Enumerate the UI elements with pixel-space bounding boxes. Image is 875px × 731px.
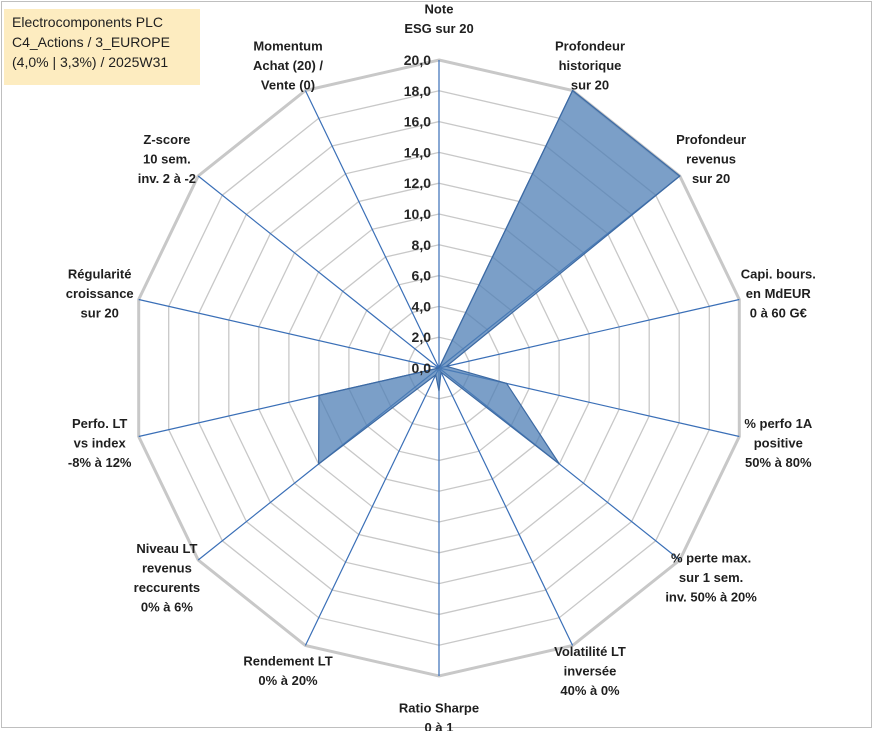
axis-label-line: Niveau LT: [136, 541, 197, 556]
axis-label: Note ESG sur 20: [404, 2, 473, 37]
axis-label-line: reccurents: [134, 580, 200, 595]
radar-axis-labels: Note ESG sur 20 Profondeur historique sur 20…: [66, 2, 816, 731]
axis-label-line: 0 à 60 G€: [750, 306, 807, 321]
axis-label: Rendement LT 0% à 20%: [243, 654, 332, 689]
axis-label-line: inversée: [564, 664, 617, 679]
axis-label-line: sur 20: [81, 306, 119, 321]
axis-label-line: sur 20: [571, 78, 609, 93]
axis-label-line: 50% à 80%: [745, 455, 812, 470]
chart-title-line-3: (4,0% | 3,3%) / 2025W31: [12, 54, 169, 70]
axis-label-line: Volatilité LT: [554, 644, 626, 659]
chart-title-line-2: C4_Actions / 3_EUROPE: [12, 34, 170, 50]
axis-label-line: Profondeur: [555, 39, 625, 54]
axis-label: % perte max. sur 1 sem. inv. 50% à 20%: [665, 551, 757, 605]
radar-tick-labels: 0,0 2,0 4,0 6,0 8,0 10,0 12,0 14,0 16,0 18,0 20,0: [404, 52, 431, 376]
axis-label-line: croissance: [66, 286, 134, 301]
axis-label-line: % perte max.: [671, 551, 751, 566]
axis-spoke: [438, 298, 740, 369]
axis-label-line: Régularité: [68, 267, 132, 282]
axis-label: Z-score 10 sem. inv. 2 à -2: [138, 132, 196, 186]
series-area: [317, 89, 681, 466]
axis-label-line: % perfo 1A: [744, 416, 813, 431]
axis-label-line: vs index: [74, 436, 127, 451]
axis-label-line: revenus: [686, 151, 736, 166]
radar-series: [317, 89, 681, 466]
tick-label: 14,0: [404, 144, 431, 160]
axis-label: Profondeur historique sur 20: [555, 39, 625, 93]
axis-label-line: Note: [425, 2, 454, 17]
tick-label: 6,0: [412, 268, 432, 284]
axis-label: Capi. bours. en MdEUR 0 à 60 G€: [741, 267, 816, 321]
axis-spoke: [304, 90, 440, 369]
axis-label: Profondeur revenus sur 20: [676, 132, 746, 186]
axis-label: Régularité croissance sur 20: [66, 267, 134, 321]
tick-label: 20,0: [404, 52, 431, 68]
axis-label-line: 10 sem.: [143, 151, 191, 166]
axis-label-line: inv. 50% à 20%: [665, 590, 757, 605]
axis-spoke: [304, 367, 440, 646]
axis-label-line: 0 à 1: [425, 720, 454, 731]
tick-label: 18,0: [404, 83, 431, 99]
axis-spoke: [138, 298, 440, 369]
chart-title-box: Electrocomponents PLC C4_Actions / 3_EUR…: [4, 9, 200, 85]
axis-label-line: 40% à 0%: [560, 683, 620, 698]
axis-label-line: Profondeur: [676, 132, 746, 147]
axis-label: Niveau LT revenus reccurents 0% à 6%: [134, 541, 200, 615]
tick-label: 16,0: [404, 114, 431, 130]
axis-label-line: -8% à 12%: [68, 455, 132, 470]
axis-label-line: inv. 2 à -2: [138, 171, 196, 186]
axis-label-line: positive: [754, 436, 803, 451]
axis-label-line: Achat (20) /: [253, 58, 323, 73]
axis-label-line: ESG sur 20: [404, 21, 473, 36]
axis-label-line: Z-score: [143, 132, 190, 147]
axis-label-line: 0% à 20%: [258, 673, 318, 688]
axis-label: Momentum Achat (20) / Vente (0): [253, 39, 323, 93]
axis-label: Ratio Sharpe 0 à 1: [399, 701, 479, 731]
axis-label-line: historique: [559, 58, 622, 73]
axis-label-line: revenus: [142, 561, 192, 576]
axis-label-line: Capi. bours.: [741, 267, 816, 282]
axis-label-line: Ratio Sharpe: [399, 701, 479, 716]
axis-label-line: sur 1 sem.: [679, 570, 743, 585]
tick-label: 0,0: [412, 360, 432, 376]
axis-label-line: en MdEUR: [746, 286, 812, 301]
tick-label: 10,0: [404, 206, 431, 222]
axis-label-line: 0% à 6%: [141, 600, 193, 615]
tick-label: 12,0: [404, 175, 431, 191]
axis-label-line: Rendement LT: [243, 654, 332, 669]
axis-label-line: Vente (0): [261, 78, 315, 93]
tick-label: 2,0: [412, 329, 432, 345]
axis-spoke: [438, 367, 574, 646]
axis-label: Perfo. LT vs index -8% à 12%: [68, 416, 132, 470]
axis-label: % perfo 1A positive 50% à 80%: [744, 416, 813, 470]
tick-label: 4,0: [412, 298, 432, 314]
axis-label-line: Perfo. LT: [72, 416, 127, 431]
axis-label: Volatilité LT inversée 40% à 0%: [554, 644, 626, 698]
tick-label: 8,0: [412, 237, 432, 253]
axis-label-line: Momentum: [253, 39, 322, 54]
chart-title-line-1: Electrocomponents PLC: [12, 14, 163, 30]
axis-spoke: [197, 175, 440, 369]
axis-label-line: sur 20: [692, 171, 730, 186]
